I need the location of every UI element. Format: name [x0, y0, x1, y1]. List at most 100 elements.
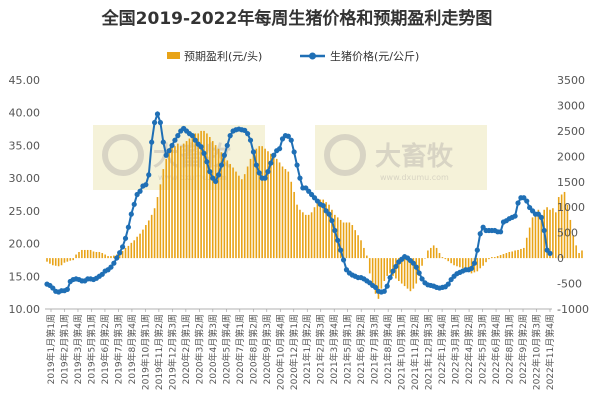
profit-bar: [75, 254, 77, 259]
profit-bar: [467, 258, 470, 272]
price-point: [137, 188, 143, 194]
x-tick-label: 2022年10月第3周: [531, 314, 543, 390]
x-tick-label: 2021年5月第1周: [342, 314, 354, 384]
profit-bar: [432, 245, 435, 259]
price-point: [474, 247, 480, 253]
price-point: [218, 162, 225, 168]
profit-bar: [214, 145, 217, 259]
x-tick-label: 2020年8月第2周: [247, 314, 259, 384]
right-y-tick-label: 3500: [557, 74, 585, 87]
x-tick-label: 2019年5月第1周: [86, 314, 98, 384]
profit-bar: [316, 202, 319, 259]
price-point: [291, 149, 297, 155]
profit-bar: [403, 258, 406, 287]
profit-bar: [453, 258, 455, 266]
left-y-tick-label: 15.00: [9, 270, 41, 283]
legend-bar-swatch: [167, 52, 180, 59]
x-tick-label: 2019年8月第4周: [126, 314, 138, 384]
profit-bar: [243, 174, 246, 259]
price-point: [192, 137, 198, 143]
profit-bar: [101, 253, 104, 259]
price-point: [445, 281, 451, 287]
x-tick-label: 2022年4月第2周: [463, 314, 475, 384]
profit-bar: [162, 169, 165, 259]
price-point: [419, 276, 425, 282]
price-point: [372, 284, 379, 291]
price-point: [169, 142, 175, 149]
profit-bar: [182, 143, 185, 259]
price-point: [149, 139, 155, 145]
price-point: [131, 201, 137, 207]
price-point: [332, 227, 338, 234]
profit-bar: [165, 158, 168, 259]
profit-bar: [461, 258, 464, 269]
profit-bar: [386, 258, 388, 276]
x-tick-label: 2021年8月第4周: [382, 314, 394, 384]
profit-bar: [374, 258, 377, 294]
profit-bar: [517, 249, 519, 259]
profit-bar: [188, 138, 191, 259]
profit-bar: [275, 158, 278, 259]
profit-bar: [525, 237, 528, 259]
x-tick-label: 2021年2月第3周: [315, 314, 327, 384]
x-tick-label: 2020年9月第3周: [261, 314, 273, 384]
watermark-logo: [102, 134, 144, 176]
profit-bar: [360, 240, 362, 259]
profit-bar: [150, 214, 153, 259]
x-tick-label: 2019年3月第4周: [72, 314, 84, 384]
price-point: [338, 247, 344, 253]
profit-bar: [520, 248, 522, 259]
profit-bar: [331, 209, 333, 259]
profit-bar: [194, 133, 197, 259]
price-point: [160, 139, 166, 145]
profit-bar: [415, 258, 418, 284]
price-point: [384, 283, 390, 289]
left-y-tick-label: 35.00: [9, 139, 41, 152]
profit-bar: [488, 258, 490, 260]
profit-bar: [57, 258, 60, 267]
profit-bar: [334, 214, 336, 259]
price-point: [277, 146, 283, 152]
profit-bar: [46, 258, 48, 262]
profit-bar: [424, 258, 426, 259]
profit-bar: [69, 258, 72, 261]
profit-bar: [528, 227, 531, 259]
profit-bar: [514, 250, 516, 259]
profit-bar: [200, 130, 202, 259]
profit-bar: [92, 251, 95, 259]
x-tick-label: 2022年5月第3周: [477, 314, 489, 384]
profit-bar: [363, 247, 365, 259]
right-y-tick-label: -500: [557, 278, 582, 291]
profit-bar: [299, 209, 301, 259]
profit-bar: [206, 133, 208, 259]
price-point: [335, 237, 341, 243]
profit-bar: [217, 148, 220, 259]
profit-bar: [351, 225, 354, 259]
profit-bar: [450, 258, 452, 264]
profit-bar: [412, 258, 415, 289]
profit-bar: [464, 258, 467, 270]
profit-bar: [389, 258, 391, 274]
profit-bar: [168, 151, 170, 259]
profit-bar: [197, 133, 199, 259]
price-point: [250, 149, 257, 155]
x-tick-label: 2020年4月第3周: [207, 314, 219, 384]
price-point: [413, 264, 419, 270]
profit-bar: [456, 258, 458, 267]
profit-bar: [220, 152, 223, 259]
profit-bar: [226, 160, 229, 259]
profit-bar: [537, 209, 540, 259]
price-point: [221, 152, 227, 158]
price-point: [262, 175, 268, 181]
profit-bar: [310, 212, 313, 259]
profit-bar: [392, 258, 394, 276]
price-point: [326, 211, 332, 217]
price-point: [245, 131, 251, 137]
x-tick-label: 2019年6月第2周: [99, 314, 111, 384]
price-point: [247, 137, 254, 143]
profit-bar: [95, 252, 98, 259]
price-point: [297, 175, 303, 181]
price-point: [189, 133, 195, 139]
price-point: [340, 257, 347, 263]
profit-bar: [223, 156, 226, 259]
